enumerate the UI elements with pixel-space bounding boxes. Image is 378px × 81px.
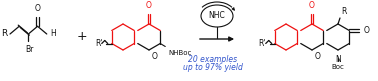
Text: NHBoc: NHBoc: [168, 49, 192, 55]
Text: R': R': [258, 39, 266, 48]
Text: O: O: [35, 4, 40, 13]
Text: Boc: Boc: [332, 64, 344, 70]
Text: O: O: [152, 52, 158, 61]
Text: O: O: [146, 1, 152, 10]
Text: R: R: [1, 29, 7, 38]
Text: N: N: [335, 55, 341, 64]
Text: R: R: [341, 7, 346, 16]
Text: H: H: [50, 29, 56, 38]
Text: O: O: [309, 1, 315, 10]
Text: R': R': [95, 39, 103, 48]
Text: +: +: [77, 31, 87, 43]
Text: Br: Br: [25, 45, 34, 54]
Text: O: O: [315, 52, 321, 61]
Text: 20 examples: 20 examples: [189, 55, 237, 64]
Text: NHC: NHC: [209, 12, 225, 20]
Text: O: O: [363, 26, 369, 35]
Text: up to 97% yield: up to 97% yield: [183, 64, 243, 72]
